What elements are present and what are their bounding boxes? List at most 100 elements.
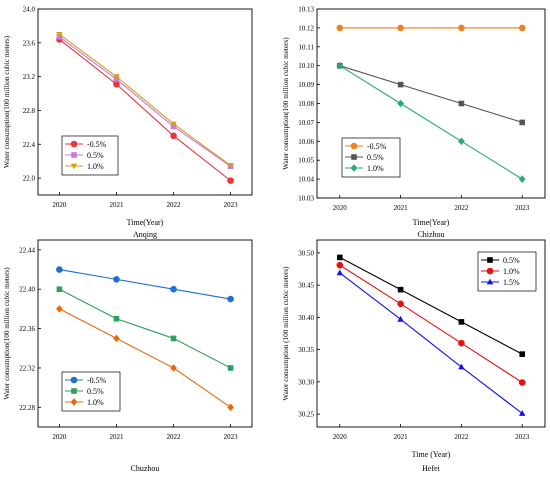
y-tick-label: 10.06 [298,138,314,146]
legend-label: 1.0% [503,267,520,276]
x-tick-label: 2020 [333,204,348,212]
x-tick-label: 2023 [224,201,239,209]
legend-marker [71,152,77,158]
panel-chizhou: 10.03 10.04 10.05 10.06 10.07 10.08 10.09 10.10… [282,6,546,239]
x-tick-label: 2021 [394,204,409,212]
series-line-1 [339,65,523,123]
data-point-series-2 [397,315,404,322]
data-point-series-0 [56,266,63,273]
series-line-1 [59,36,231,167]
x-axis-label: Time(Year) [127,218,164,227]
legend-marker [70,140,78,148]
legend-label: -0.5% [87,140,107,149]
y-tick-label: 30.50 [298,249,314,257]
y-tick-label: 30.40 [298,314,314,322]
x-axis-label: Time (Year) [412,450,451,459]
y-tick-label: 22.8 [23,107,36,115]
panel-caption: Anqing [133,230,157,239]
legend-label: 1.5% [503,278,520,287]
x-tick-label: 2022 [454,433,469,441]
legend-label: -0.5% [367,142,387,151]
series-line-1 [339,264,523,383]
y-tick-label: 10.08 [298,100,314,108]
data-point-series-1 [56,286,63,293]
plot-frame [37,8,253,196]
series-line-0 [59,39,231,182]
data-point-series-1 [170,335,177,342]
x-axis-label: Time(Year) [413,218,450,227]
legend-label: 1.0% [87,162,104,171]
y-tick-label: 10.13 [298,6,314,14]
data-point-series-0 [113,80,120,88]
y-tick-label: 23.6 [23,39,36,47]
legend-marker [487,257,493,263]
legend-label: 0.5% [503,256,520,265]
x-tick-label: 2023 [515,433,530,441]
data-point-series-2 [113,74,120,81]
y-tick-label: 10.05 [298,157,314,165]
legend-marker [486,267,494,275]
data-point-series-1 [458,339,465,347]
data-point-series-1 [519,119,525,126]
y-tick-label: 24.0 [23,6,36,14]
data-point-series-2 [170,121,177,128]
data-point-series-1 [397,81,404,88]
panel-chuzhou: 22.28 22.32 22.36 22.40 22.44 2020 2021 2022 202… [3,239,253,473]
y-tick-label: 22.40 [19,286,35,294]
legend-marker [70,376,78,384]
x-tick-label: 2021 [394,433,409,441]
data-point-series-0 [113,276,120,283]
x-tick-label: 2021 [109,433,124,441]
data-point-series-0 [458,319,465,325]
x-tick-label: 2023 [224,433,239,441]
legend-label: 1.0% [367,164,384,173]
y-tick-label: 10.12 [298,24,314,32]
plot-frame [316,239,546,428]
data-point-series-1 [227,365,234,371]
y-tick-label: 22.36 [19,325,35,333]
legend-label: 0.5% [367,153,384,162]
data-point-series-1 [458,100,465,107]
legend-marker [350,142,358,150]
x-tick-label: 2022 [167,433,182,441]
data-point-series-0 [519,351,525,357]
series-line-0 [59,268,231,300]
legend-marker [70,163,78,170]
data-point-series-0 [397,24,404,32]
x-tick-label: 2023 [515,204,530,212]
series-line-2 [339,65,523,180]
y-tick-label: 22.0 [23,175,36,183]
data-point-series-1 [518,379,526,386]
data-point-series-0 [170,285,177,293]
x-tick-label: 2022 [167,201,182,209]
y-tick-label: 10.10 [298,62,314,70]
series-line-1 [59,288,231,369]
panel-caption: Hefei [422,464,441,473]
data-point-series-0 [227,295,234,303]
legend-label: 0.5% [87,151,104,160]
x-tick-label: 2020 [52,433,67,441]
data-point-series-2 [56,31,63,38]
data-point-series-0 [336,24,344,32]
data-point-series-2 [518,175,526,183]
legend-label: 1.0% [87,398,104,407]
y-axis-label: Water consumption(100 million cubic mete… [282,37,290,170]
data-point-series-2 [336,61,344,70]
panel-caption: Chuzhou [131,464,160,473]
data-point-series-2 [519,410,526,416]
y-tick-label: 23.2 [23,73,36,81]
data-point-series-0 [337,254,343,261]
series-line-2 [339,272,523,414]
data-point-series-2 [458,137,465,146]
y-tick-label: 22.28 [19,404,35,412]
data-point-series-1 [397,300,404,308]
panel-anqing: 22.0 22.4 22.8 23.2 23.6 24.0 2020 2021 2022 2023… [3,6,253,239]
data-point-series-1 [336,261,344,269]
y-tick-label: 10.03 [298,195,314,203]
y-axis-label: Water consumption(100 million cubic mete… [3,267,11,400]
legend-label: -0.5% [87,376,107,385]
legend-marker [350,164,358,172]
legend-marker [70,398,78,406]
y-tick-label: 10.11 [299,43,315,51]
